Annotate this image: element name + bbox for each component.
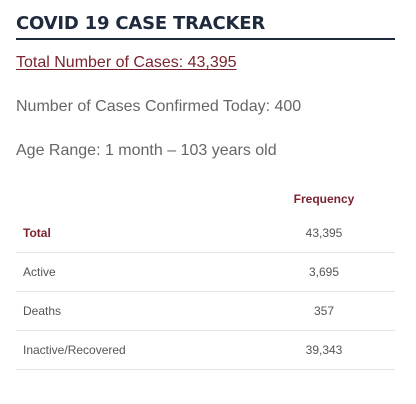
table-header-row: Frequency — [16, 184, 395, 214]
row-label: Total — [16, 214, 253, 253]
frequency-table: Frequency Total 43,395 Active 3,695 Deat… — [16, 184, 395, 370]
page-title: COVID 19 CASE TRACKER — [16, 13, 395, 40]
row-value: 3,695 — [253, 252, 395, 292]
confirmed-today-text: Number of Cases Confirmed Today: 400 — [16, 98, 302, 115]
frequency-column-header: Frequency — [293, 192, 355, 206]
table-row-active: Active 3,695 — [16, 252, 395, 292]
row-value: 357 — [253, 291, 395, 331]
label-column-header — [16, 184, 253, 214]
table-row-recovered: Inactive/Recovered 39,343 — [16, 330, 395, 370]
case-tracker-panel: COVID 19 CASE TRACKER Total Number of Ca… — [16, 13, 395, 161]
total-cases-link[interactable]: Total Number of Cases: 43,395 — [16, 54, 237, 71]
row-value: 39,343 — [253, 330, 395, 370]
table-row-deaths: Deaths 357 — [16, 291, 395, 331]
row-value: 43,395 — [253, 214, 395, 253]
row-label: Deaths — [16, 291, 253, 331]
age-range-text: Age Range: 1 month – 103 years old — [16, 142, 277, 159]
table-row-total: Total 43,395 — [16, 214, 395, 253]
row-label: Inactive/Recovered — [16, 330, 253, 370]
row-label: Active — [16, 252, 253, 292]
